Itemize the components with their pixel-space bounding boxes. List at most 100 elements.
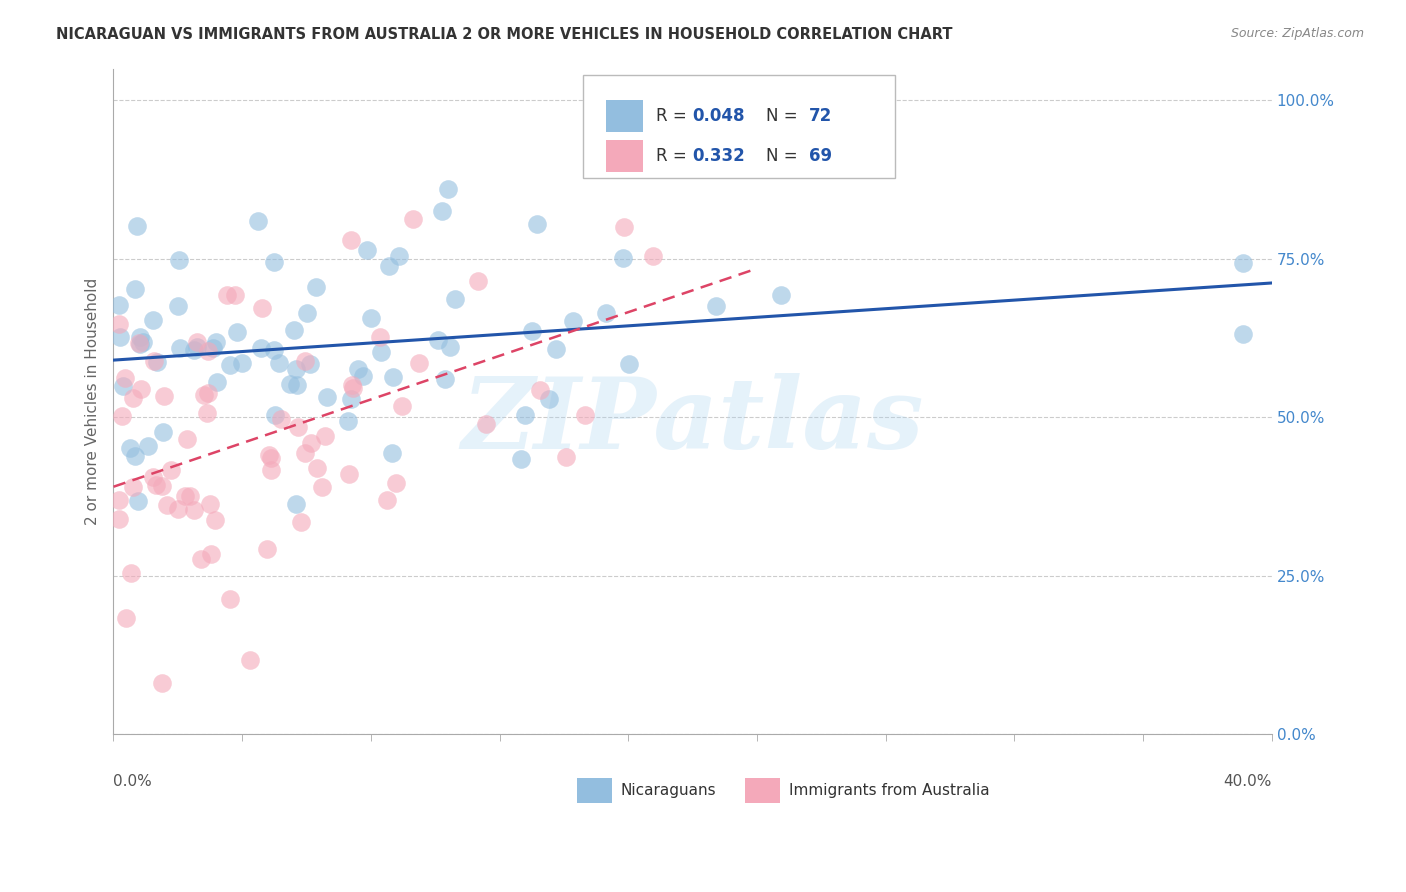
Point bbox=[215, 288, 238, 302]
Point bbox=[283, 323, 305, 337]
Point bbox=[613, 219, 636, 234]
Point bbox=[142, 312, 165, 326]
Text: Source: ZipAtlas.com: Source: ZipAtlas.com bbox=[1230, 27, 1364, 40]
Point bbox=[1232, 326, 1254, 341]
Point bbox=[246, 214, 269, 228]
Point bbox=[152, 425, 174, 439]
Text: Immigrants from Australia: Immigrants from Australia bbox=[789, 783, 990, 798]
Point bbox=[124, 449, 146, 463]
Point bbox=[195, 406, 218, 420]
Point bbox=[202, 341, 225, 355]
Text: NICARAGUAN VS IMMIGRANTS FROM AUSTRALIA 2 OR MORE VEHICLES IN HOUSEHOLD CORRELAT: NICARAGUAN VS IMMIGRANTS FROM AUSTRALIA … bbox=[56, 27, 953, 42]
Point bbox=[264, 409, 287, 423]
Point bbox=[129, 336, 152, 351]
Point bbox=[444, 292, 467, 306]
Point bbox=[295, 305, 318, 319]
Point bbox=[193, 388, 215, 402]
Point bbox=[643, 249, 665, 263]
Point bbox=[617, 358, 640, 372]
Point bbox=[432, 203, 454, 218]
Point bbox=[529, 383, 551, 397]
Text: 0.048: 0.048 bbox=[693, 107, 745, 125]
Point bbox=[153, 388, 176, 402]
Point bbox=[127, 494, 149, 508]
Point bbox=[307, 460, 329, 475]
Point bbox=[218, 358, 240, 372]
Point bbox=[129, 382, 152, 396]
Point bbox=[769, 288, 792, 302]
Point bbox=[257, 448, 280, 462]
Point bbox=[224, 288, 246, 302]
Point bbox=[382, 370, 405, 384]
Point bbox=[183, 343, 205, 357]
Point bbox=[252, 301, 274, 315]
Point bbox=[145, 478, 167, 492]
Point bbox=[285, 378, 308, 392]
Point bbox=[294, 354, 316, 368]
Point bbox=[352, 368, 374, 383]
Point bbox=[150, 479, 173, 493]
Point bbox=[111, 409, 134, 423]
Point bbox=[1232, 255, 1254, 269]
Point bbox=[375, 493, 398, 508]
Point bbox=[339, 233, 361, 247]
Point bbox=[299, 436, 322, 450]
Point bbox=[120, 566, 142, 580]
Point bbox=[142, 469, 165, 483]
Point bbox=[108, 492, 131, 507]
Text: ZIPatlas: ZIPatlas bbox=[461, 373, 924, 469]
Point bbox=[384, 476, 406, 491]
Point bbox=[284, 361, 307, 376]
Point bbox=[186, 334, 208, 349]
Point bbox=[174, 489, 197, 503]
Point bbox=[263, 255, 285, 269]
Point bbox=[125, 219, 148, 234]
Point bbox=[169, 341, 191, 355]
Point bbox=[595, 306, 617, 320]
Bar bbox=[576, 778, 612, 804]
Point bbox=[150, 676, 173, 690]
Point bbox=[115, 611, 138, 625]
Point bbox=[337, 467, 360, 481]
Text: R =: R = bbox=[655, 107, 692, 125]
Point bbox=[342, 381, 364, 395]
Point bbox=[612, 252, 634, 266]
Point bbox=[526, 217, 548, 231]
Point bbox=[179, 489, 201, 503]
Point bbox=[368, 330, 391, 344]
Point bbox=[305, 279, 328, 293]
Point bbox=[260, 462, 283, 476]
Point bbox=[378, 259, 401, 273]
Point bbox=[167, 299, 190, 313]
Point bbox=[204, 334, 226, 349]
Point bbox=[520, 324, 543, 338]
Point bbox=[239, 653, 262, 667]
Point bbox=[250, 341, 273, 355]
Point bbox=[108, 298, 131, 312]
Point bbox=[136, 439, 159, 453]
Point bbox=[120, 441, 142, 455]
Text: N =: N = bbox=[766, 146, 803, 164]
Point bbox=[129, 329, 152, 343]
Point bbox=[337, 414, 360, 428]
Point bbox=[121, 391, 143, 405]
Point bbox=[112, 379, 135, 393]
Point bbox=[226, 325, 249, 339]
Point bbox=[145, 355, 167, 369]
Point bbox=[278, 377, 301, 392]
Point bbox=[370, 345, 392, 359]
Point bbox=[340, 378, 363, 392]
Point bbox=[219, 591, 242, 606]
Point bbox=[538, 392, 561, 406]
Point bbox=[513, 409, 536, 423]
Point bbox=[114, 371, 136, 385]
Point bbox=[360, 310, 382, 325]
Point bbox=[128, 335, 150, 350]
Point bbox=[475, 417, 498, 431]
Point bbox=[294, 446, 316, 460]
Point bbox=[391, 399, 413, 413]
Point bbox=[314, 429, 336, 443]
Point bbox=[270, 411, 292, 425]
Text: Nicaraguans: Nicaraguans bbox=[621, 783, 717, 798]
Point bbox=[706, 299, 728, 313]
